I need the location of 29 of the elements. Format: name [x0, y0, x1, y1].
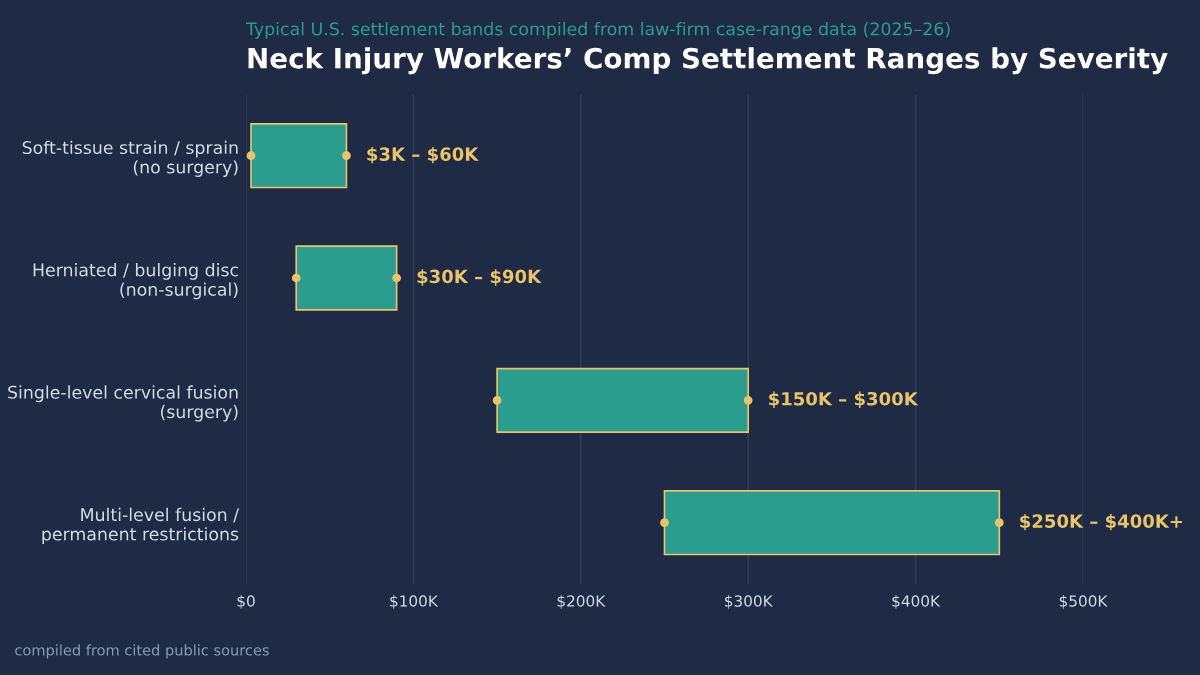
- annotation: $250K – $400K+: [1020, 513, 1183, 531]
- x-tick-label: $200K: [557, 594, 606, 609]
- point: [660, 518, 669, 528]
- point: [994, 518, 1004, 528]
- bar: [496, 367, 750, 434]
- point: [291, 273, 301, 283]
- annotation: $3K – $60K: [367, 146, 479, 164]
- x-tick-label: $400K: [892, 594, 941, 609]
- point: [743, 395, 753, 405]
- point: [492, 395, 502, 405]
- point: [246, 151, 256, 161]
- y-tick-label: Herniated / bulging disc (non-surgical): [33, 263, 238, 300]
- annotation: $150K – $300K: [769, 391, 919, 408]
- bar: [663, 490, 1001, 556]
- text: compiled from cited public sources: [15, 644, 269, 659]
- y-tick-label: Multi-level fusion / permanent restrictions: [42, 507, 240, 544]
- chart-title: Neck Injury Workers’ Comp Settlement Ranges by Severity: [248, 47, 1168, 75]
- bar: [250, 123, 348, 189]
- y-tick-label: Single-level cervical fusion (surgery): [8, 385, 238, 422]
- point: [392, 273, 402, 283]
- annotation: $30K – $90K: [417, 269, 542, 286]
- bar: [295, 245, 398, 311]
- x-tick-label: $300K: [725, 594, 773, 609]
- chart-subtitle: Typical U.S. settlement bands compiled from law-firm case-range data (2025–26): [245, 21, 950, 39]
- x-tick-label: $0: [237, 594, 255, 609]
- y-tick-label: Soft-tissue strain / sprain (no surgery): [22, 140, 238, 177]
- x-tick-label: $100K: [390, 594, 439, 609]
- x-tick-label: $500K: [1059, 594, 1108, 609]
- point: [342, 151, 351, 161]
